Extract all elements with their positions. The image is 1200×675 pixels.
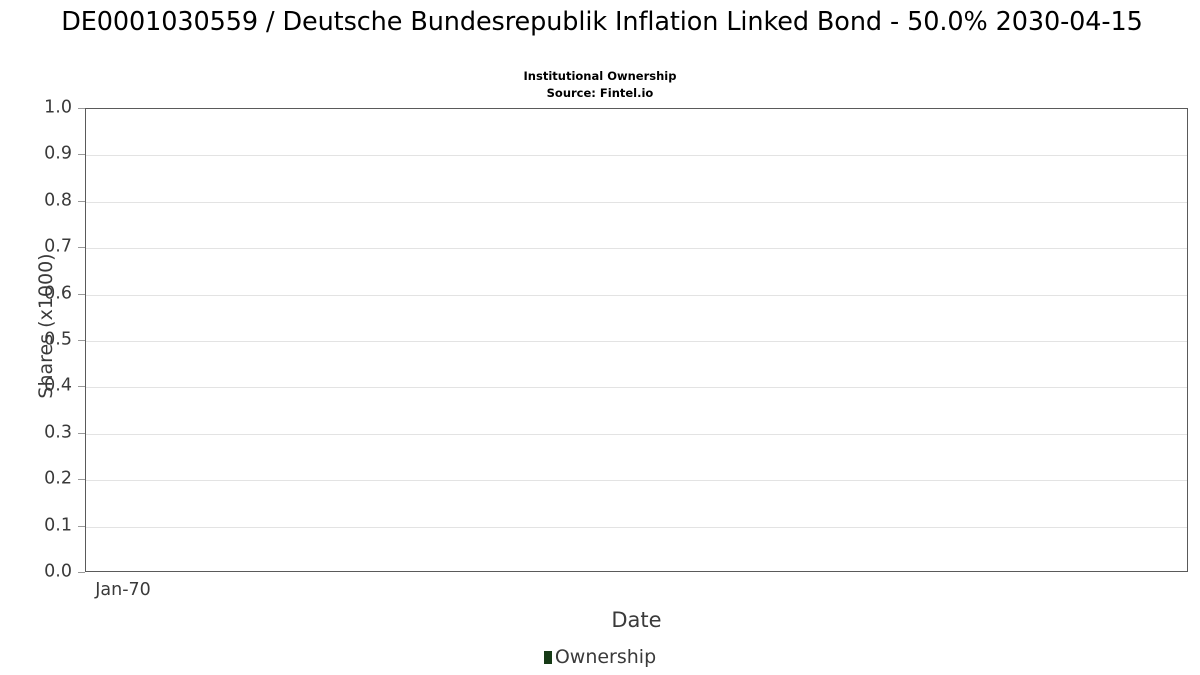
x-axis-ticklabel: Jan-70 [95,580,151,600]
y-axis-ticklabel: 0.2 [44,468,72,489]
gridlines [86,109,1187,571]
y-axis-tickmark [78,340,85,341]
y-axis-ticklabel: 0.9 [44,143,72,164]
y-axis-tickmarks [78,108,85,573]
gridline [86,155,1187,157]
chart-source: Source: Fintel.io [546,86,654,100]
y-axis-ticklabel: 0.6 [44,282,72,303]
plot-area [85,108,1188,572]
y-axis-tickmark [78,154,85,156]
gridline [86,480,1187,482]
y-axis-ticklabel: 0.3 [44,422,72,443]
gridline [86,294,1187,296]
y-axis-tickmark [78,572,85,573]
gridline [86,387,1187,389]
x-axis-ticklabels: Jan-70 [0,580,1200,604]
gridline [86,433,1187,435]
legend-label: Ownership [554,646,657,668]
y-axis-ticklabel: 0.8 [44,190,72,211]
chart-legend: Ownership [0,646,1200,668]
gridline [86,341,1187,342]
legend-swatch-icon [543,650,552,664]
y-axis-tickmark [78,386,85,388]
y-axis-tickmark [78,108,85,109]
y-axis-tickmark [78,247,85,249]
y-axis-ticklabel: 0.4 [44,375,72,396]
chart-subtitle-block: Institutional Ownership Source: Fintel.i… [0,68,1200,102]
y-axis-tickmark [78,200,85,202]
y-axis-title: Shares (x1000) [35,253,57,399]
y-axis-ticklabel: 0.5 [44,329,72,350]
gridline [86,526,1187,528]
chart-subtitle: Institutional Ownership [523,69,677,83]
y-axis-ticklabel: 0.1 [44,514,72,535]
y-axis-ticklabels: 0.0 0.1 0.2 0.3 0.4 0.5 0.6 0.7 0.8 0.9 1.0 [0,99,72,580]
y-axis-tickmark [78,525,85,527]
y-axis-ticklabel: 1.0 [44,97,72,118]
gridline [86,248,1187,250]
y-axis-tickmark [78,432,85,434]
legend-entry[interactable]: Ownership [543,646,657,668]
y-axis-tickmark [78,479,85,481]
gridline [86,201,1187,203]
x-axis-title: Date [611,608,662,632]
y-axis-ticklabel: 0.0 [44,561,72,582]
y-axis-ticklabel: 0.7 [44,236,72,257]
y-axis-tickmark [78,293,85,295]
chart-title: DE0001030559 / Deutsche Bundesrepublik I… [61,7,1143,37]
